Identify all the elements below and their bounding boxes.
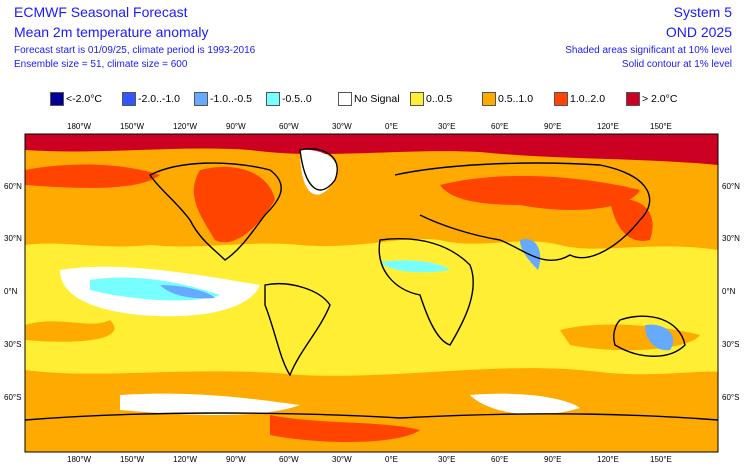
lat-tick-label: 30°S bbox=[722, 340, 740, 349]
legend-item: No Signal bbox=[338, 92, 410, 106]
warm-patch bbox=[25, 320, 115, 342]
legend-label: 1.0..2.0 bbox=[570, 93, 606, 105]
legend-label: No Signal bbox=[354, 93, 400, 105]
coastlines bbox=[25, 148, 718, 421]
legend-item: > 2.0°C bbox=[626, 92, 698, 106]
lon-tick-label: 0°E bbox=[385, 122, 398, 131]
cool-region-sahara bbox=[380, 260, 450, 273]
period-label: OND 2025 bbox=[665, 24, 732, 40]
cool-region-australia bbox=[645, 324, 674, 351]
hot-region-north-america bbox=[193, 166, 275, 243]
forecast-info: Forecast start is 01/09/25, climate peri… bbox=[14, 45, 256, 56]
lat-tick-label: 30°N bbox=[722, 234, 740, 243]
lon-tick-label: 30°W bbox=[332, 122, 352, 131]
legend-label: 0..0.5 bbox=[426, 93, 453, 105]
lon-tick-label: 120°W bbox=[173, 455, 198, 464]
lon-tick-label: 60°W bbox=[279, 122, 299, 131]
legend-item: -2.0..-1.0 bbox=[122, 92, 194, 106]
lat-tick-label: 60°S bbox=[722, 393, 740, 402]
legend-label: <-2.0°C bbox=[66, 93, 103, 105]
legend-label: -0.5..0 bbox=[282, 93, 312, 105]
legend-swatch bbox=[50, 92, 64, 106]
legend-swatch bbox=[338, 92, 352, 106]
contour-note: Solid contour at 1% level bbox=[621, 59, 732, 70]
legend-label: -2.0..-1.0 bbox=[138, 93, 181, 105]
lon-tick-label: 60°E bbox=[491, 455, 509, 464]
hot-region-east-asia bbox=[610, 199, 653, 241]
lat-tick-label: 60°S bbox=[4, 393, 22, 402]
legend-swatch bbox=[194, 92, 208, 106]
lon-tick-label: 90°E bbox=[544, 455, 562, 464]
cool-core-pacific bbox=[160, 285, 215, 299]
color-legend: <-2.0°C -2.0..-1.0 -1.0..-0.5 -0.5..0 No Sig… bbox=[50, 92, 698, 106]
lon-tick-label: 150°W bbox=[120, 122, 145, 131]
figure-subtitle: Mean 2m temperature anomaly bbox=[14, 24, 209, 40]
figure-title: ECMWF Seasonal Forecast bbox=[14, 4, 188, 20]
legend-item: -0.5..0 bbox=[266, 92, 338, 106]
legend-item: 0..0.5 bbox=[410, 92, 482, 106]
lat-tick-label: 60°N bbox=[722, 182, 740, 191]
lon-tick-label: 90°E bbox=[544, 122, 562, 131]
hot-region-antarctic bbox=[270, 415, 420, 442]
system-label: System 5 bbox=[673, 4, 732, 20]
very-hot-arctic bbox=[25, 134, 718, 165]
legend-label: -1.0..-0.5 bbox=[210, 93, 253, 105]
warm-region-south bbox=[25, 368, 718, 452]
no-signal-southern-ocean bbox=[120, 393, 300, 415]
legend-label: 0.5..1.0 bbox=[498, 93, 534, 105]
lon-tick-label: 150°E bbox=[650, 122, 672, 131]
legend-swatch bbox=[626, 92, 640, 106]
lon-tick-label: 30°E bbox=[438, 122, 456, 131]
map-frame bbox=[24, 133, 719, 453]
hot-region-pacific bbox=[25, 164, 160, 188]
lon-tick-label: 120°E bbox=[597, 455, 619, 464]
legend-swatch bbox=[410, 92, 424, 106]
ensemble-info: Ensemble size = 51, climate size = 600 bbox=[14, 59, 188, 70]
legend-item: 1.0..2.0 bbox=[554, 92, 626, 106]
lon-tick-label: 90°W bbox=[226, 122, 246, 131]
legend-swatch bbox=[122, 92, 136, 106]
lon-tick-label: 180°W bbox=[67, 455, 92, 464]
legend-item: 0.5..1.0 bbox=[482, 92, 554, 106]
lat-tick-label: 0°N bbox=[722, 287, 736, 296]
lon-tick-label: 120°W bbox=[173, 122, 198, 131]
shading-note: Shaded areas significant at 10% level bbox=[565, 45, 732, 56]
lon-tick-label: 150°E bbox=[650, 455, 672, 464]
lon-tick-label: 30°W bbox=[332, 455, 352, 464]
lat-tick-label: 0°N bbox=[4, 287, 18, 296]
legend-label: > 2.0°C bbox=[642, 93, 678, 105]
legend-item: <-2.0°C bbox=[50, 92, 122, 106]
lon-tick-label: 30°E bbox=[438, 455, 456, 464]
lon-tick-label: 0°E bbox=[385, 455, 398, 464]
legend-swatch bbox=[482, 92, 496, 106]
lat-tick-label: 60°N bbox=[4, 182, 22, 191]
legend-item: -1.0..-0.5 bbox=[194, 92, 266, 106]
lon-tick-label: 90°W bbox=[226, 455, 246, 464]
lat-tick-label: 30°N bbox=[4, 234, 22, 243]
lon-tick-label: 120°E bbox=[597, 122, 619, 131]
lon-tick-label: 150°W bbox=[120, 455, 145, 464]
legend-swatch bbox=[554, 92, 568, 106]
legend-swatch bbox=[266, 92, 280, 106]
hot-region-eurasia bbox=[440, 175, 640, 210]
no-signal-south-indian bbox=[470, 393, 580, 415]
lat-tick-label: 30°S bbox=[4, 340, 22, 349]
lon-tick-label: 180°W bbox=[67, 122, 92, 131]
lon-tick-label: 60°E bbox=[491, 122, 509, 131]
lon-tick-label: 60°W bbox=[279, 455, 299, 464]
